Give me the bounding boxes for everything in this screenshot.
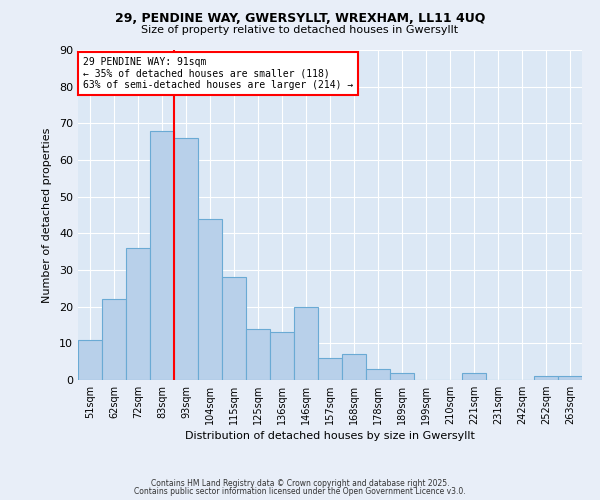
Bar <box>222 278 246 380</box>
Bar <box>150 130 174 380</box>
Bar <box>534 376 558 380</box>
Bar <box>270 332 294 380</box>
Bar <box>366 369 390 380</box>
Bar <box>342 354 366 380</box>
Text: Contains HM Land Registry data © Crown copyright and database right 2025.: Contains HM Land Registry data © Crown c… <box>151 478 449 488</box>
Bar <box>462 372 486 380</box>
Bar <box>174 138 198 380</box>
Bar <box>294 306 318 380</box>
Y-axis label: Number of detached properties: Number of detached properties <box>42 128 52 302</box>
Text: Contains public sector information licensed under the Open Government Licence v3: Contains public sector information licen… <box>134 487 466 496</box>
Text: 29, PENDINE WAY, GWERSYLLT, WREXHAM, LL11 4UQ: 29, PENDINE WAY, GWERSYLLT, WREXHAM, LL1… <box>115 12 485 26</box>
Text: Size of property relative to detached houses in Gwersyllt: Size of property relative to detached ho… <box>142 25 458 35</box>
X-axis label: Distribution of detached houses by size in Gwersyllt: Distribution of detached houses by size … <box>185 432 475 442</box>
Bar <box>198 218 222 380</box>
Bar <box>318 358 342 380</box>
Bar <box>102 300 126 380</box>
Bar <box>246 328 270 380</box>
Text: 29 PENDINE WAY: 91sqm
← 35% of detached houses are smaller (118)
63% of semi-det: 29 PENDINE WAY: 91sqm ← 35% of detached … <box>83 56 353 90</box>
Bar <box>126 248 150 380</box>
Bar <box>558 376 582 380</box>
Bar <box>390 372 414 380</box>
Bar <box>78 340 102 380</box>
